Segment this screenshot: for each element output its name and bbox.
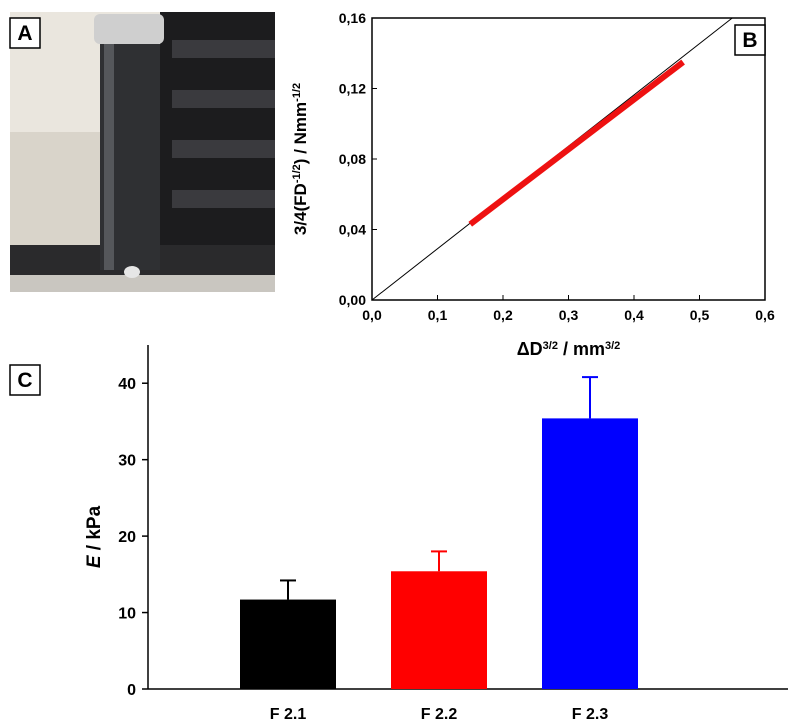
panel-label: C — [17, 369, 32, 392]
y-tick-label: 0,16 — [339, 10, 366, 26]
x-tick-label: 0,3 — [559, 307, 579, 323]
panel-label: A — [17, 22, 32, 45]
panel-label-box — [734, 24, 766, 56]
panel-label-box: A — [9, 17, 41, 49]
y-tick-label: 40 — [118, 376, 136, 393]
data-line — [468, 59, 685, 227]
label-part: ΔD — [517, 339, 543, 359]
x-tick-label: 0,1 — [428, 307, 448, 323]
x-tick-label: 0,2 — [493, 307, 513, 323]
label-part: / kPa — [84, 505, 105, 555]
y-tick-label: 0,04 — [339, 222, 366, 238]
x-tick-label: 0,0 — [362, 307, 382, 323]
bar — [391, 571, 487, 689]
y-tick-label: 0 — [127, 682, 136, 699]
label-part: 3/2 — [605, 340, 620, 352]
y-tick-label: 0,08 — [339, 151, 366, 167]
label-part: -1/2 — [291, 83, 303, 102]
label-part: ) / Nmm — [291, 102, 310, 164]
y-tick-label: 0,00 — [339, 292, 366, 308]
photo — [10, 12, 275, 292]
x-tick-label: 0,6 — [755, 307, 775, 323]
plot-frame — [371, 17, 766, 301]
label-part: / mm — [558, 339, 605, 359]
label-part: 3/2 — [543, 340, 558, 352]
y-tick-label: 0,12 — [339, 81, 366, 97]
label-part: E — [84, 554, 105, 568]
x-tick-label: F 2.3 — [572, 706, 609, 723]
y-tick-label: 20 — [118, 529, 136, 546]
label-part: 3/4(FD — [291, 183, 310, 235]
label-part: -1/2 — [291, 164, 303, 183]
y-axis-label: E / kPa — [84, 505, 105, 568]
x-axis-label: ΔD3/2 / mm3/2 — [517, 339, 621, 359]
bar — [542, 418, 638, 689]
x-tick-label: F 2.1 — [270, 706, 307, 723]
y-tick-label: 30 — [118, 453, 136, 470]
x-tick-label: 0,4 — [624, 307, 644, 323]
y-tick-label: 10 — [118, 606, 136, 623]
panel-label-box — [9, 364, 41, 396]
x-tick-label: 0,5 — [690, 307, 710, 323]
bar — [240, 599, 336, 689]
x-tick-label: F 2.2 — [421, 706, 458, 723]
panel-label: B — [742, 29, 757, 52]
y-axis-label: 3/4(FD-1/2) / Nmm-1/2 — [291, 83, 310, 235]
